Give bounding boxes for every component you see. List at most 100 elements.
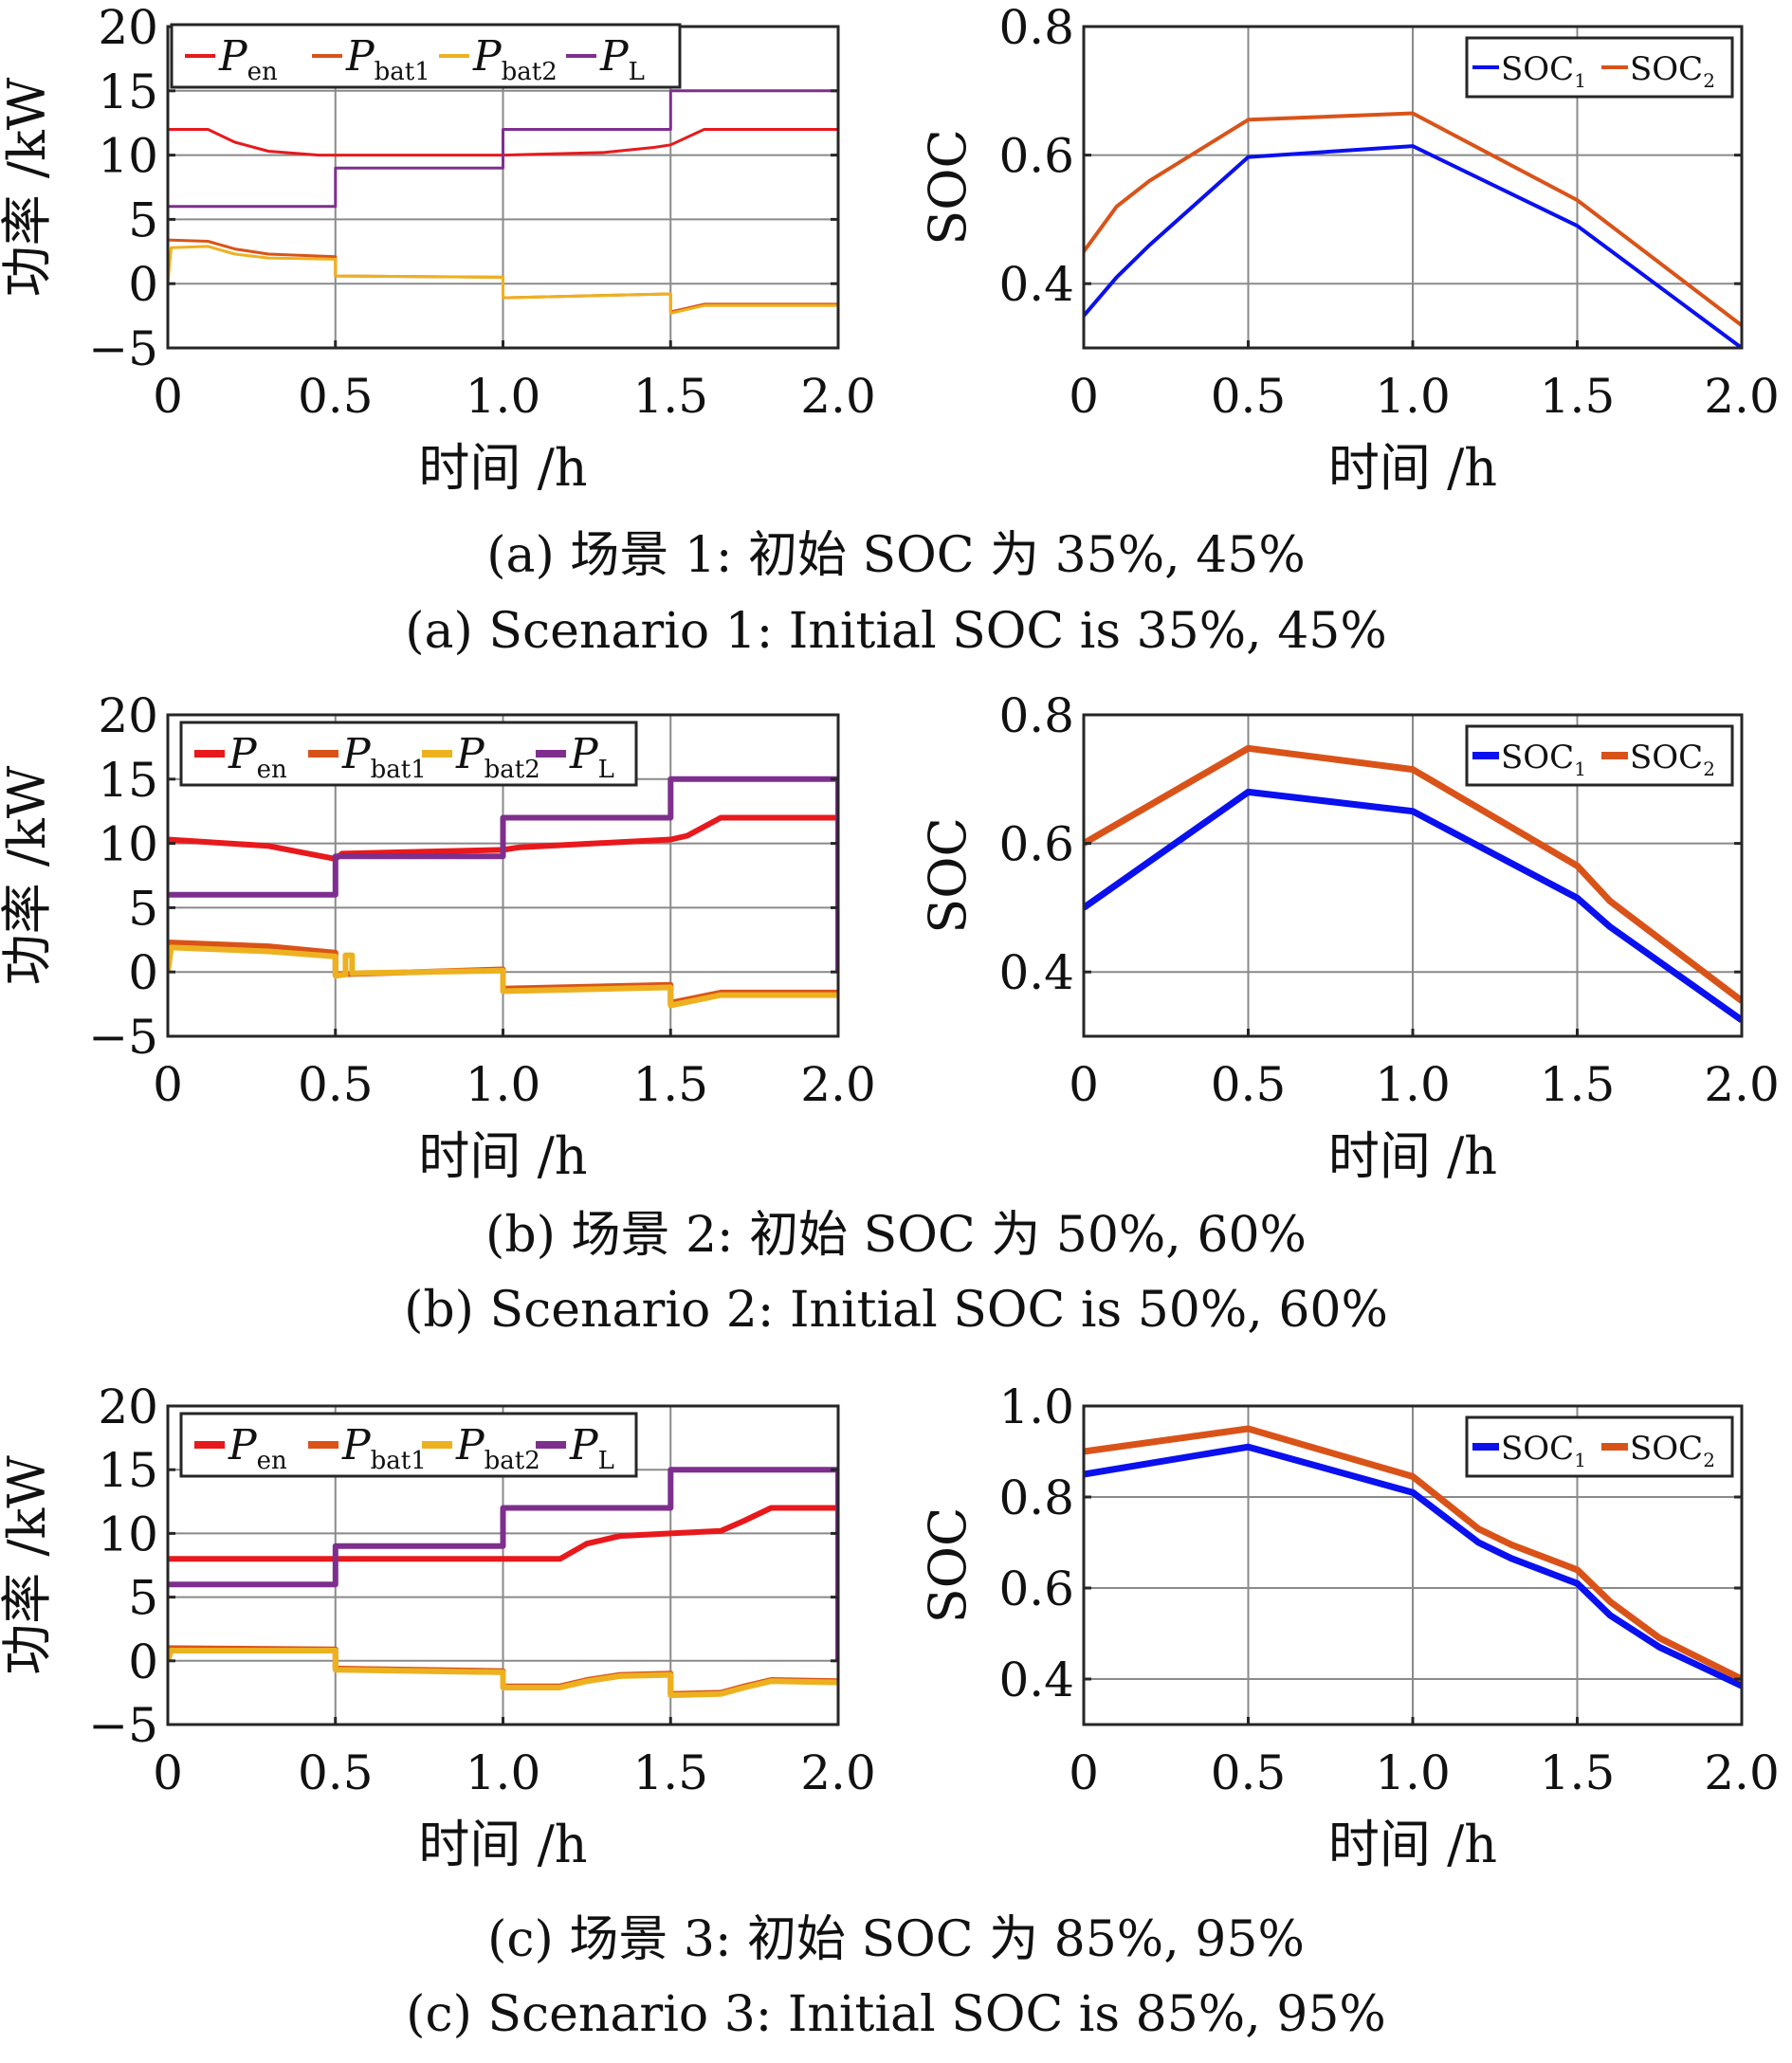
series-line-p-bat2 [168, 944, 838, 1009]
series-line-soc1 [1084, 788, 1742, 1023]
legend-label-sub: L [598, 756, 614, 784]
x-tick-label: 0.5 [1211, 369, 1287, 424]
x-axis-label: 时间 /h [1328, 1815, 1497, 1874]
legend-box [1465, 724, 1734, 787]
series-line-p-l [168, 1467, 838, 1661]
series-line-soc2 [1084, 744, 1742, 1004]
caption-b-cn: (b) 场景 2: 初始 SOC 为 50%, 60% [485, 1207, 1307, 1264]
x-axis-label: 时间 /h [418, 1126, 587, 1186]
legend-label-sub: 2 [1703, 1449, 1715, 1471]
legend-label-sub: bat1 [371, 756, 427, 784]
x-tick-label: 0.5 [298, 1057, 374, 1112]
legend: Pen Pbat1 Pbat2 PL [179, 721, 638, 787]
x-tick-label: 1.5 [632, 1057, 708, 1112]
x-tick-label: 2.0 [800, 1745, 876, 1800]
y-tick-label: −5 [88, 321, 158, 376]
x-axis-label: 时间 /h [418, 438, 587, 498]
y-tick-label: 20 [98, 0, 158, 55]
legend-label: SOC1 [1501, 50, 1586, 92]
x-tick-label: 0.5 [298, 369, 374, 424]
series-line-p-bat2 [168, 1648, 838, 1699]
y-tick-label: 0.8 [998, 1470, 1074, 1525]
y-tick-label: −5 [88, 1698, 158, 1753]
x-tick-label: 0 [1069, 1745, 1099, 1800]
legend-box [170, 23, 682, 89]
y-tick-label: 15 [98, 64, 158, 119]
y-tick-label: 0.6 [998, 129, 1074, 184]
y-axis-label: SOC [918, 129, 978, 246]
series-line-p-l [168, 89, 838, 284]
y-axis-label: SOC [918, 1507, 978, 1624]
y-tick-label: 0.4 [998, 945, 1074, 1000]
y-tick-label: 1.0 [998, 1379, 1074, 1434]
caption-a-cn: (a) 场景 1: 初始 SOC 为 35%, 45% [486, 527, 1306, 584]
x-axis-label: 时间 /h [1328, 1126, 1497, 1186]
legend-label-sub: bat2 [502, 58, 558, 86]
y-tick-label: 5 [128, 1571, 158, 1626]
series-line-p-l [168, 776, 838, 973]
x-tick-label: 1.0 [466, 1745, 541, 1800]
y-tick-label: 5 [128, 881, 158, 936]
x-tick-label: 1.5 [632, 369, 708, 424]
y-tick-label: 0.4 [998, 257, 1074, 312]
y-tick-label: 20 [98, 688, 158, 743]
x-tick-label: 1.5 [1540, 369, 1616, 424]
chart-b-soc: 0 0.5 1.0 1.5 2.0 0.4 0.6 0.8 时间 /h SOC SOC1 SOC2 [918, 688, 1780, 1186]
x-tick-label: 2.0 [1704, 1057, 1780, 1112]
y-tick-label: 0.4 [998, 1652, 1074, 1707]
series-line-p-en [168, 1505, 838, 1562]
y-tick-label: −5 [88, 1010, 158, 1065]
caption-a-en: (a) Scenario 1: Initial SOC is 35%, 45% [405, 603, 1387, 660]
x-tick-label: 1.0 [1375, 1745, 1451, 1800]
legend-label-sub: bat2 [485, 1447, 540, 1475]
y-tick-label: 15 [98, 753, 158, 808]
legend-label-sub: 2 [1703, 758, 1715, 780]
x-tick-label: 0.5 [1211, 1057, 1287, 1112]
x-tick-label: 1.5 [1540, 1745, 1616, 1800]
x-tick-label: 1.0 [1375, 369, 1451, 424]
legend-box [1465, 1415, 1734, 1478]
legend: SOC1 SOC2 [1465, 1415, 1734, 1478]
legend-label: SOC1 [1501, 1430, 1586, 1471]
legend-label-sub: L [598, 1447, 614, 1475]
legend-box [179, 721, 638, 787]
series-line-soc1 [1084, 1443, 1742, 1689]
series-line-p-en [168, 814, 838, 862]
y-tick-label: 10 [98, 1506, 158, 1561]
y-tick-label: 10 [98, 817, 158, 872]
legend-label: SOC2 [1630, 50, 1715, 92]
x-tick-label: 1.5 [632, 1745, 708, 1800]
x-tick-label: 0 [1069, 369, 1099, 424]
y-axis-label: 功率 /kW [0, 1455, 57, 1675]
caption-c-en: (c) Scenario 3: Initial SOC is 85%, 95% [406, 1986, 1386, 2043]
legend: SOC1 SOC2 [1465, 36, 1734, 99]
series-line-p-bat2 [168, 245, 838, 315]
x-tick-label: 0 [1069, 1057, 1099, 1112]
legend-label: SOC1 [1501, 739, 1586, 780]
legend: Pen Pbat1 Pbat2 PL [179, 1412, 638, 1478]
legend-label-sub: L [629, 58, 645, 86]
y-tick-label: 0 [128, 945, 158, 1000]
y-tick-label: 0 [128, 257, 158, 312]
legend: SOC1 SOC2 [1465, 724, 1734, 787]
y-axis-label: SOC [918, 817, 978, 934]
legend-label: SOC2 [1630, 739, 1715, 780]
x-tick-label: 2.0 [800, 1057, 876, 1112]
y-tick-label: 5 [128, 192, 158, 247]
caption-c-cn: (c) 场景 3: 初始 SOC 为 85%, 95% [487, 1911, 1305, 1968]
y-tick-label: 0.8 [998, 688, 1074, 743]
x-tick-label: 1.0 [1375, 1057, 1451, 1112]
x-tick-label: 2.0 [800, 369, 876, 424]
legend-label-sub: 1 [1574, 758, 1586, 780]
x-tick-label: 0 [153, 1057, 183, 1112]
x-tick-label: 1.5 [1540, 1057, 1616, 1112]
legend-label: SOC2 [1630, 1430, 1715, 1471]
legend-label-sub: 1 [1574, 69, 1586, 92]
y-axis-label: 功率 /kW [0, 77, 57, 297]
series-line-soc2 [1084, 111, 1742, 327]
x-axis-label: 时间 /h [1328, 438, 1497, 498]
